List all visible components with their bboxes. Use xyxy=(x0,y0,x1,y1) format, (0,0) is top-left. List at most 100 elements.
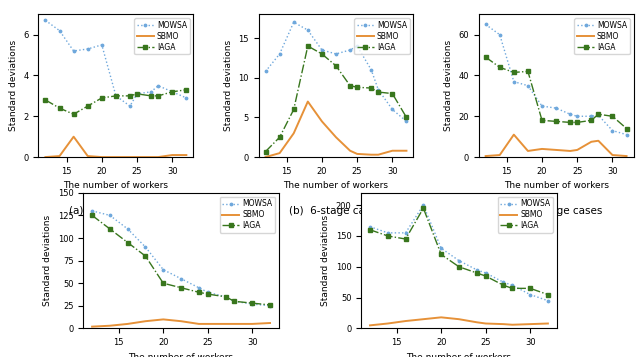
IAGA xyxy=(482,274,490,278)
Y-axis label: Standard deviations: Standard deviations xyxy=(444,40,452,131)
IAGA xyxy=(177,286,185,290)
MOWSA xyxy=(510,80,518,84)
SBMO xyxy=(276,151,284,155)
MOWSA xyxy=(573,114,581,119)
IAGA xyxy=(544,292,552,297)
SBMO xyxy=(204,322,212,326)
Line: MOWSA: MOWSA xyxy=(263,20,409,124)
SBMO xyxy=(388,149,396,153)
Y-axis label: Standard deviations: Standard deviations xyxy=(321,215,330,306)
SBMO xyxy=(374,152,382,157)
MOWSA xyxy=(182,96,190,100)
IAGA xyxy=(388,91,396,96)
Y-axis label: Standard deviations: Standard deviations xyxy=(9,40,18,131)
SBMO xyxy=(455,317,463,321)
MOWSA xyxy=(56,29,63,33)
IAGA xyxy=(168,90,176,94)
MOWSA xyxy=(154,84,162,88)
IAGA xyxy=(353,85,361,89)
MOWSA xyxy=(374,87,382,92)
MOWSA xyxy=(420,203,428,207)
IAGA xyxy=(482,55,490,59)
Legend: MOWSA, SBMO, IAGA: MOWSA, SBMO, IAGA xyxy=(498,197,553,233)
MOWSA xyxy=(276,52,284,56)
MOWSA xyxy=(609,129,616,133)
SBMO xyxy=(133,155,141,159)
Legend: MOWSA, SBMO, IAGA: MOWSA, SBMO, IAGA xyxy=(355,18,410,54)
Line: SBMO: SBMO xyxy=(92,320,270,327)
Legend: MOWSA, SBMO, IAGA: MOWSA, SBMO, IAGA xyxy=(220,197,275,233)
SBMO xyxy=(473,320,481,325)
MOWSA xyxy=(544,298,552,303)
MOWSA xyxy=(437,246,445,250)
MOWSA xyxy=(455,258,463,263)
IAGA xyxy=(437,252,445,257)
MOWSA xyxy=(221,295,229,299)
SBMO xyxy=(112,155,120,159)
SBMO xyxy=(609,153,616,157)
IAGA xyxy=(332,64,340,68)
SBMO xyxy=(595,139,602,143)
X-axis label: The number of workers: The number of workers xyxy=(63,181,168,190)
SBMO xyxy=(177,319,185,323)
SBMO xyxy=(524,149,532,153)
MOWSA xyxy=(98,43,106,47)
MOWSA xyxy=(524,84,532,88)
MOWSA xyxy=(384,231,392,235)
SBMO xyxy=(230,322,238,326)
SBMO xyxy=(500,322,508,326)
MOWSA xyxy=(248,302,256,306)
IAGA xyxy=(509,286,516,291)
IAGA xyxy=(230,299,238,303)
MOWSA xyxy=(353,44,361,48)
MOWSA xyxy=(332,52,340,56)
SBMO xyxy=(384,321,392,326)
IAGA xyxy=(318,52,326,56)
SBMO xyxy=(332,135,340,139)
SBMO xyxy=(437,315,445,320)
IAGA xyxy=(455,265,463,269)
IAGA xyxy=(538,118,546,122)
SBMO xyxy=(510,132,518,137)
MOWSA xyxy=(526,292,534,297)
MOWSA xyxy=(623,132,630,137)
IAGA xyxy=(595,112,602,116)
SBMO xyxy=(70,135,77,139)
SBMO xyxy=(126,155,134,159)
IAGA xyxy=(402,237,410,241)
MOWSA xyxy=(318,48,326,52)
SBMO xyxy=(262,155,269,159)
Line: SBMO: SBMO xyxy=(266,101,406,157)
Line: IAGA: IAGA xyxy=(90,213,272,307)
MOWSA xyxy=(147,90,155,94)
IAGA xyxy=(154,94,162,98)
X-axis label: The number of workers: The number of workers xyxy=(284,181,388,190)
SBMO xyxy=(566,149,574,153)
SBMO xyxy=(168,153,176,157)
Line: SBMO: SBMO xyxy=(370,317,548,325)
IAGA xyxy=(112,94,120,98)
IAGA xyxy=(566,120,574,125)
Title: (b)  6-stage cases: (b) 6-stage cases xyxy=(289,206,383,216)
IAGA xyxy=(623,126,630,131)
SBMO xyxy=(159,317,167,322)
IAGA xyxy=(106,227,114,231)
IAGA xyxy=(141,254,149,258)
SBMO xyxy=(573,148,581,152)
MOWSA xyxy=(70,49,77,53)
IAGA xyxy=(524,69,532,74)
MOWSA xyxy=(509,283,516,287)
SBMO xyxy=(588,140,595,144)
SBMO xyxy=(56,154,63,158)
Line: SBMO: SBMO xyxy=(486,135,627,156)
Title: (c)  8-stage cases: (c) 8-stage cases xyxy=(510,206,602,216)
MOWSA xyxy=(402,231,410,235)
IAGA xyxy=(290,107,298,112)
MOWSA xyxy=(266,304,274,308)
SBMO xyxy=(403,149,410,153)
IAGA xyxy=(70,112,77,116)
SBMO xyxy=(353,152,361,156)
IAGA xyxy=(126,94,134,98)
MOWSA xyxy=(124,227,131,231)
IAGA xyxy=(147,94,155,98)
